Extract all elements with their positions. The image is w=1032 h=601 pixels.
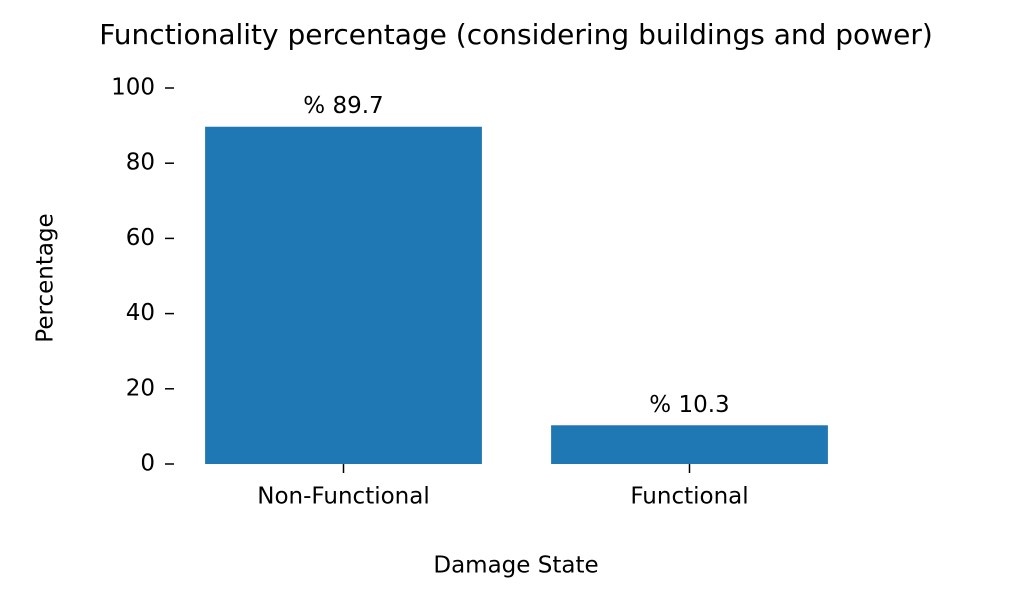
y-tick-label: 80 xyxy=(126,150,155,176)
bar xyxy=(551,425,828,464)
x-tick-label: Functional xyxy=(630,484,748,510)
y-tick-label: 0 xyxy=(140,451,155,477)
y-tick-label: 60 xyxy=(126,225,155,251)
x-tick-label: Non-Functional xyxy=(257,484,429,510)
value-label: % 89.7 xyxy=(303,93,383,119)
y-tick-label: 40 xyxy=(126,300,155,326)
y-axis-label: Percentage xyxy=(33,213,59,342)
bar xyxy=(205,126,482,464)
chart-title: Functionality percentage (considering bu… xyxy=(99,18,933,51)
y-tick-label: 100 xyxy=(111,75,155,101)
value-label: % 10.3 xyxy=(649,392,729,418)
y-tick-label: 20 xyxy=(126,375,155,401)
x-axis-label: Damage State xyxy=(433,553,598,579)
